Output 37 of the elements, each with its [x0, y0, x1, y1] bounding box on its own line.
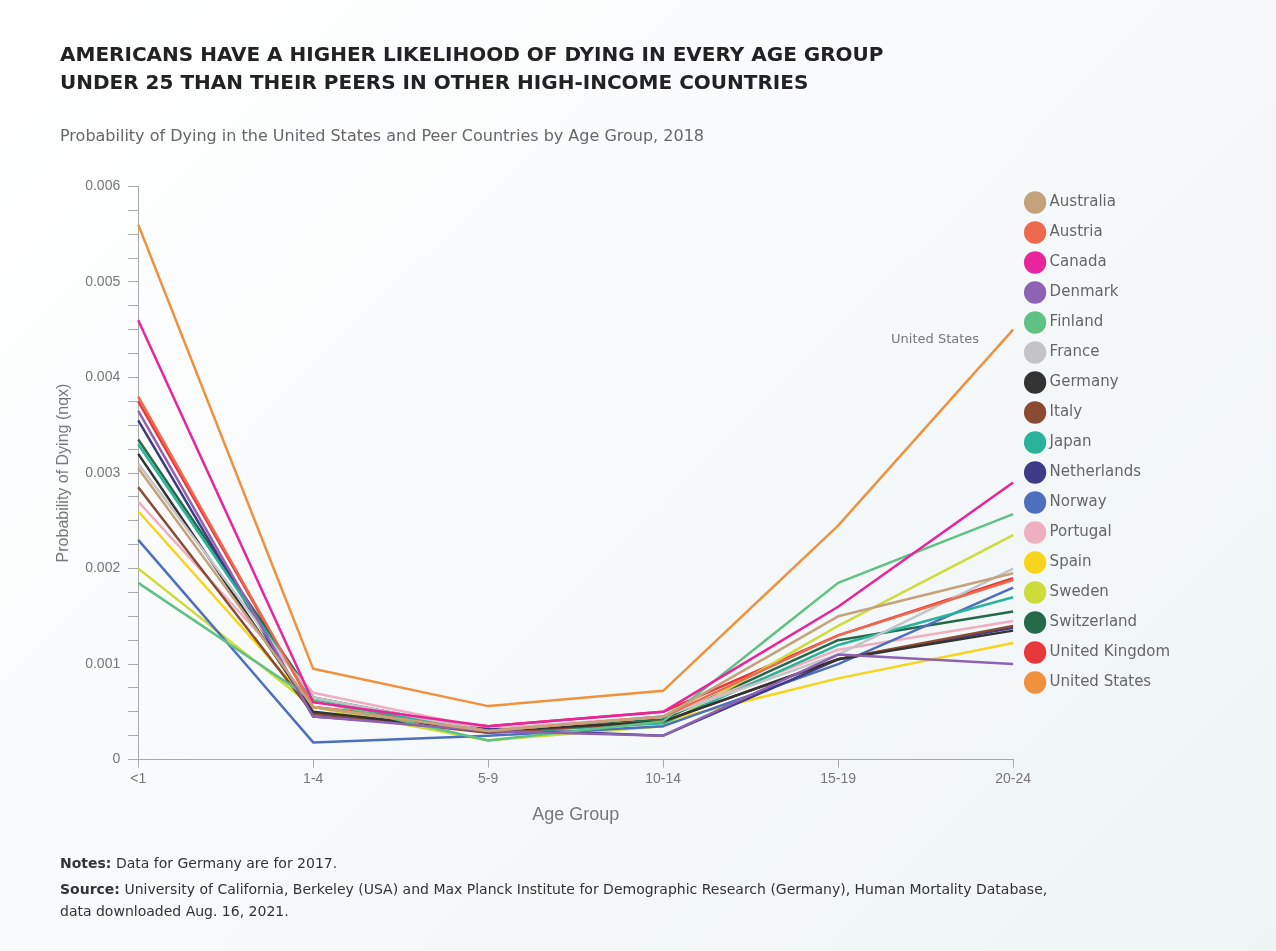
chart-title: AMERICANS HAVE A HIGHER LIKELIHOOD OF DYING IN EVERY AGE GROUP UNDER 25 THAN THEIR PEERS IN OTHER HIGH-INCOME COUNTRIES [60, 41, 885, 96]
legend-label: Spain [1049, 552, 1092, 571]
y-tick-label: 0.005 [85, 272, 121, 289]
x-tick-label: <1 [130, 769, 147, 786]
source-note: Source: University of California, Berkeley (USA) and Max Planck Institute for Demographic Research (Germany), Human Mortality Database, data downloaded Aug. 16, 2021. [60, 880, 1049, 921]
legend-label: Australia [1049, 192, 1116, 211]
legend-label: Denmark [1049, 282, 1119, 301]
y-tick-label: 0.003 [85, 463, 121, 480]
legend-label: Switzerland [1049, 612, 1138, 631]
legend-label: Germany [1049, 372, 1119, 391]
legend-label: Japan [1048, 432, 1092, 451]
legend-label: Italy [1049, 402, 1083, 421]
x-tick-label: 10-14 [645, 769, 682, 786]
x-tick-label: 1-4 [303, 769, 324, 786]
legend-label: United States [1049, 672, 1152, 691]
legend-label: Norway [1049, 492, 1107, 511]
legend-label: United Kingdom [1049, 642, 1171, 661]
legend-label: Austria [1049, 222, 1103, 241]
x-tick-label: 5-9 [478, 769, 499, 786]
x-tick-label: 20-24 [995, 769, 1032, 786]
legend-label: Portugal [1049, 522, 1112, 541]
legend-label: Sweden [1049, 582, 1109, 601]
chart-subtitle: Probability of Dying in the United States and Peer Countries by Age Group, 2018 [60, 126, 704, 145]
annotation: United States [891, 331, 980, 347]
y-tick-label: 0.002 [85, 559, 121, 576]
y-axis-title: Probability of Dying (nqx) [54, 383, 72, 563]
legend-label: Netherlands [1049, 462, 1142, 481]
y-tick-label: 0.006 [85, 177, 121, 194]
legend-label: Canada [1049, 252, 1107, 271]
legend-label: Finland [1049, 312, 1104, 331]
text: Notes: Data for Germany are for 2017. [60, 854, 339, 873]
y-tick-label: 0 [112, 750, 121, 767]
x-tick-label: 15-19 [820, 769, 857, 786]
x-axis-title: Age Group [532, 804, 620, 825]
y-tick-label: 0.004 [85, 368, 121, 385]
y-tick-label: 0.001 [85, 654, 121, 671]
legend-label: France [1049, 342, 1100, 361]
